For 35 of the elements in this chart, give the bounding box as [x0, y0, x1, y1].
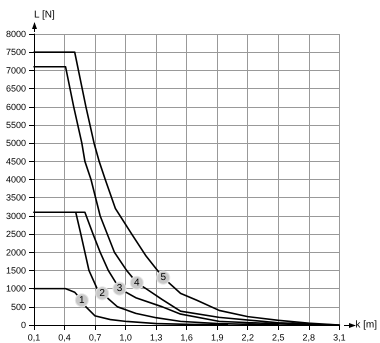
y-tick-label: 1500 — [6, 265, 26, 276]
y-tick-label: 3500 — [6, 192, 26, 203]
y-tick-label: 7500 — [6, 47, 26, 58]
y-tick-label: 4500 — [6, 156, 26, 166]
x-tick-label: 1,6 — [180, 332, 193, 342]
annotation: 3 — [116, 283, 123, 294]
x-tick-label: 0,1 — [28, 332, 40, 342]
y-tick-label: 5000 — [6, 138, 26, 148]
y-tick-label: 2500 — [6, 229, 26, 240]
x-tick-label: 2,2 — [241, 332, 254, 342]
x-tick-label: 1,9 — [210, 332, 224, 342]
x-tick-label: 0,7 — [88, 332, 102, 342]
y-tick-label: 3000 — [6, 210, 26, 221]
y-tick-label: 500 — [10, 302, 26, 312]
y-tick-label: 8000 — [6, 29, 26, 39]
x-tick-label: 3,1 — [333, 332, 346, 342]
y-tick-label: 6500 — [6, 84, 26, 94]
annotation: 5 — [160, 272, 166, 284]
y-tick-label: 1000 — [6, 284, 26, 294]
y-tick-label: 0 — [20, 320, 26, 330]
y-tick-label: 2000 — [6, 247, 26, 258]
y-tick-label: 5500 — [6, 120, 26, 130]
x-tick-label: 2,5 — [272, 332, 285, 342]
annotation: 4 — [134, 277, 140, 288]
y-tick-label: 4000 — [6, 174, 26, 184]
annotation: 2 — [99, 288, 106, 299]
x-tick-label: 1,3 — [150, 332, 162, 342]
y-tick-label: 7000 — [6, 65, 26, 76]
x-tick-label: 2,8 — [302, 332, 316, 342]
x-tick-label: 0,4 — [58, 332, 71, 342]
x-axis-title: k [m] — [355, 320, 378, 330]
y-tick-label: 6000 — [6, 102, 26, 112]
annotation: 1 — [79, 294, 86, 306]
x-tick-label: 1,0 — [119, 332, 132, 342]
y-axis-title: L [N] — [34, 10, 55, 20]
